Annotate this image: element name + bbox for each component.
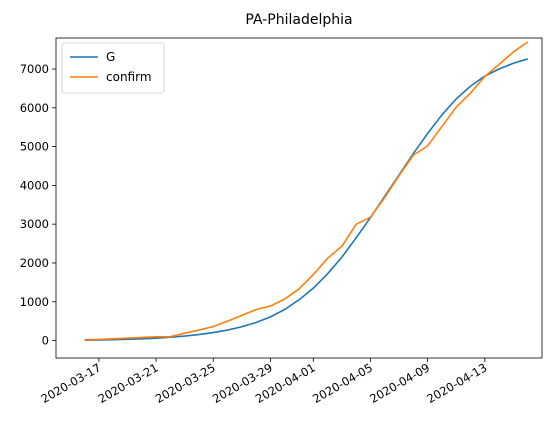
series-layer [84, 41, 529, 341]
x-tick-label: 2020-04-13 [424, 360, 489, 406]
x-tick-label: 2020-03-21 [96, 360, 161, 406]
y-tick-label: 5000 [20, 140, 49, 154]
legend-label-confirm: confirm [106, 70, 152, 84]
x-tick-label: 2020-03-25 [153, 360, 218, 406]
legend-label-G: G [106, 50, 115, 64]
plot-frame [55, 37, 543, 359]
x-axis: 2020-03-172020-03-212020-03-252020-03-29… [38, 358, 489, 406]
y-tick-label: 0 [42, 334, 49, 348]
series-line-G [84, 58, 528, 341]
chart-title: PA-Philadelphia [245, 12, 352, 28]
series-line-confirm [84, 41, 529, 341]
y-axis: 0 1000 2000 3000 4000 5000 6000 7000 [20, 62, 56, 348]
y-tick-label: 3000 [20, 217, 49, 231]
legend-box [61, 42, 165, 94]
y-tick-label: 7000 [20, 62, 49, 76]
y-tick-label: 6000 [20, 101, 49, 115]
x-tick-label: 2020-04-05 [310, 360, 375, 406]
y-tick-label: 2000 [20, 256, 49, 270]
x-tick-label: 2020-03-17 [38, 360, 103, 406]
x-tick-label: 2020-04-09 [367, 360, 432, 406]
y-tick-label: 4000 [20, 178, 49, 192]
y-tick-label: 1000 [20, 295, 49, 309]
